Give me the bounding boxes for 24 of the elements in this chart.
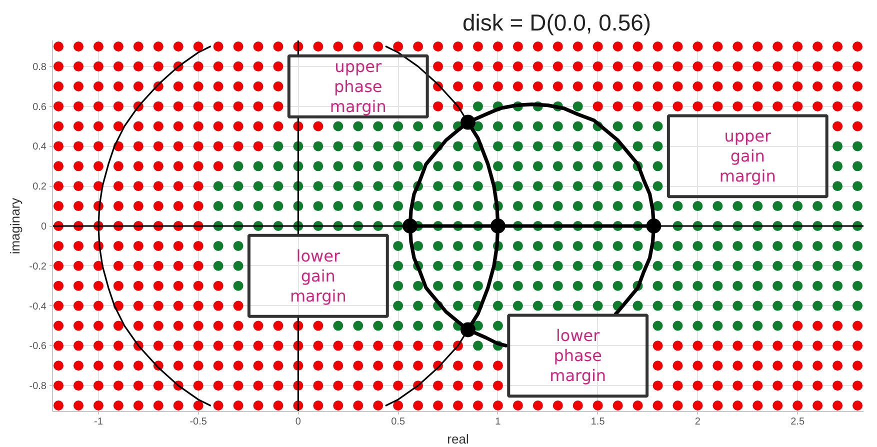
y-tick-label: -0.4 bbox=[29, 301, 47, 312]
y-tick-label: 0 bbox=[40, 222, 47, 232]
x-tick-label: 2.5 bbox=[790, 416, 805, 428]
y-tick-label: 0.8 bbox=[32, 62, 47, 73]
y-tick-label: 0.4 bbox=[32, 142, 47, 153]
x-tick-label: 1.5 bbox=[590, 416, 606, 428]
y-tick-label: -0.6 bbox=[29, 341, 47, 352]
x-tick-label: 0.5 bbox=[391, 416, 406, 428]
y-tick-label: -0.8 bbox=[29, 381, 47, 392]
y-tick-label: -0.2 bbox=[29, 261, 47, 272]
x-axis-title: real bbox=[447, 432, 469, 446]
y-tick-label: 0.2 bbox=[32, 182, 47, 193]
annotation: lower phase margin bbox=[550, 326, 606, 386]
annotation: lower gain margin bbox=[290, 246, 346, 306]
annotation: upper phase margin bbox=[330, 56, 386, 116]
annotation: upper gain margin bbox=[719, 126, 776, 186]
x-tick-label: 0 bbox=[295, 416, 302, 428]
x-tick-label: -1 bbox=[94, 416, 104, 428]
chart-title: disk = D(0.0, 0.56) bbox=[462, 10, 652, 36]
x-tick-label: -0.5 bbox=[190, 416, 208, 428]
y-tick-label: 0.6 bbox=[32, 102, 47, 113]
x-tick-label: 2 bbox=[694, 416, 701, 428]
x-tick-label: 1 bbox=[495, 416, 502, 428]
y-axis-title: imaginary bbox=[7, 197, 22, 254]
